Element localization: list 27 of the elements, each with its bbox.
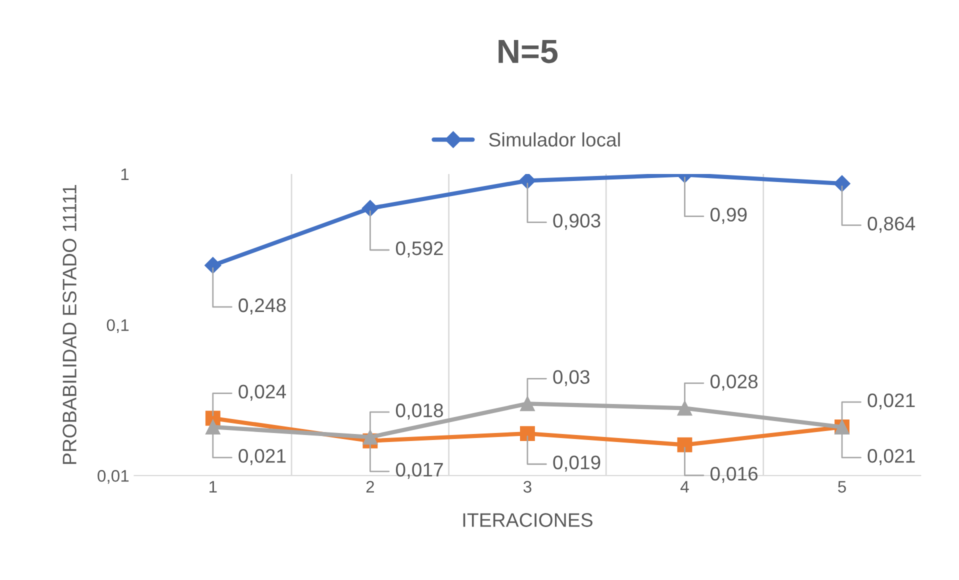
y-tick-label: 0,1 (106, 319, 129, 333)
data-label: 0,017 (396, 462, 443, 479)
x-tick-label: 2 (366, 480, 374, 493)
data-label: 0,03 (553, 370, 590, 386)
x-tick-label: 3 (523, 480, 532, 493)
data-label: 0,99 (710, 208, 747, 224)
data-label: 0,248 (238, 298, 286, 314)
y-axis-title: PROBABILIDAD ESTADO 11111 (62, 185, 76, 464)
x-tick-label: 4 (680, 481, 689, 493)
data-label: 0,021 (868, 449, 915, 466)
data-label: 0,864 (868, 216, 916, 233)
y-tick-label: 1 (121, 168, 129, 180)
data-label: 0,021 (238, 449, 286, 466)
data-label: 0,592 (396, 241, 443, 258)
data-label: 0,018 (396, 404, 443, 420)
data-label: 0,024 (238, 384, 286, 401)
data-label: 0,903 (553, 214, 600, 230)
data-label: 0,028 (710, 374, 758, 391)
data-label: 0,019 (553, 456, 600, 472)
y-tick-label: 0,01 (98, 470, 129, 484)
x-axis-title: ITERACIONES (463, 513, 592, 527)
chart-title: N=5 (498, 40, 558, 64)
legend-label: Simulador local (489, 132, 620, 147)
x-tick-label: 5 (838, 481, 846, 493)
data-label: 0,021 (868, 393, 915, 410)
data-label: 0,016 (710, 466, 758, 483)
x-tick-label: 1 (210, 481, 217, 493)
